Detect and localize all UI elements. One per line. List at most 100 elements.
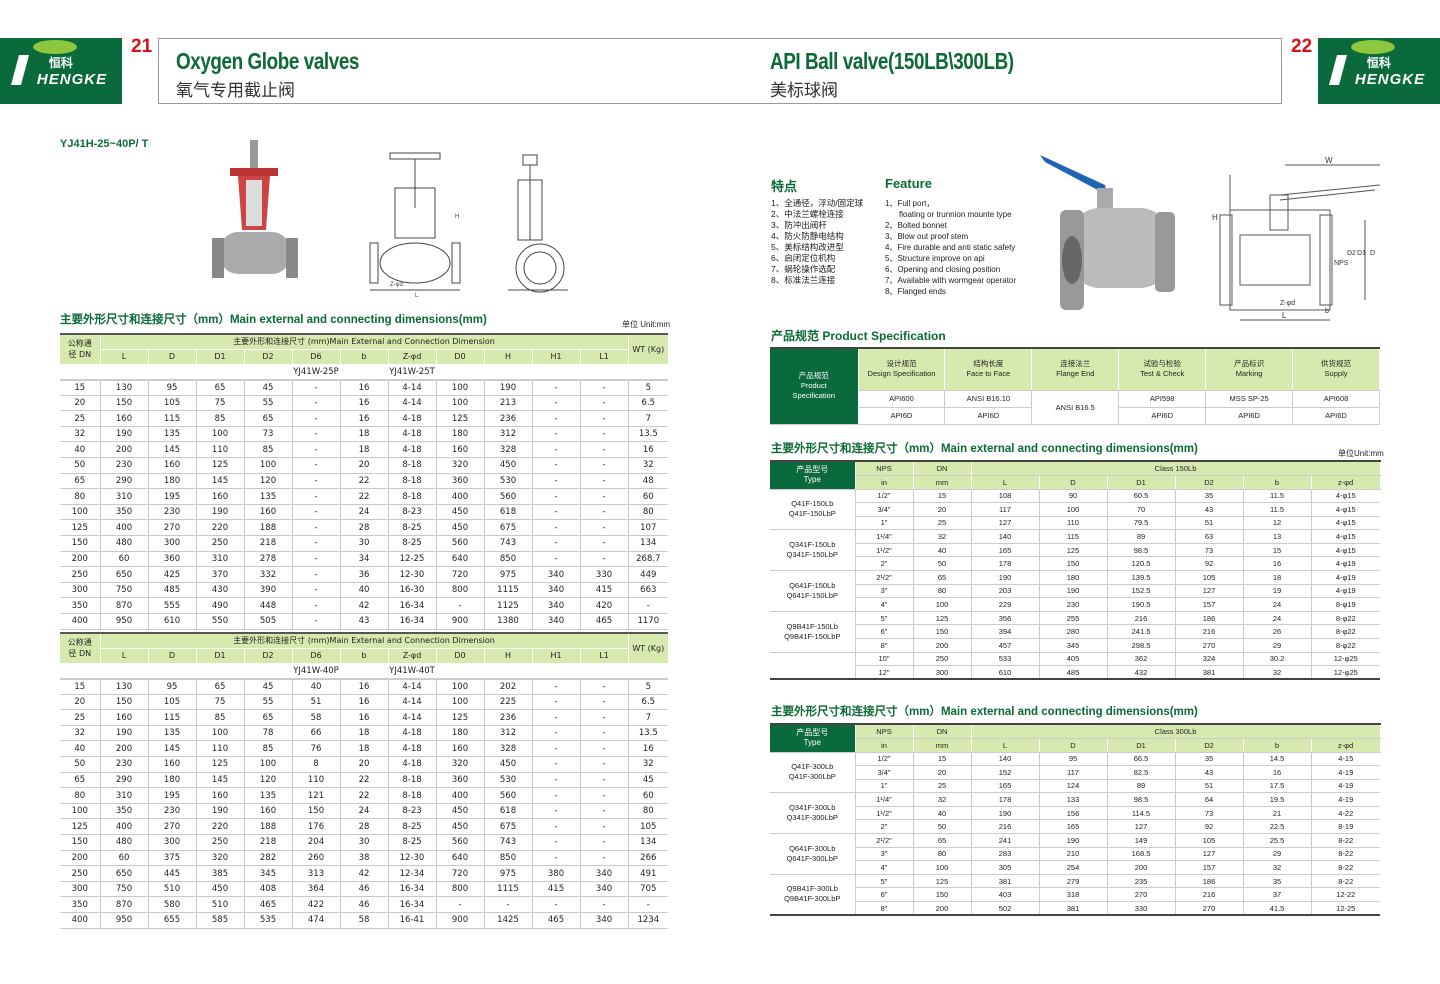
table-cell: 510 xyxy=(148,881,197,898)
table-cell: 95 xyxy=(148,678,197,695)
table-cell: 90 xyxy=(1039,489,1108,504)
spec-header-text: Flange End xyxy=(1056,369,1095,379)
table-cell: 16 xyxy=(340,709,389,726)
table-cell: 405 xyxy=(1039,652,1108,667)
table-cell: 98.5 xyxy=(1107,543,1176,558)
table-cell: 203 xyxy=(971,584,1040,599)
table-cell: 73 xyxy=(1175,543,1244,558)
table-cell: 125 xyxy=(196,756,245,773)
table-cell: 65 xyxy=(244,709,293,726)
table-cell: - xyxy=(580,850,629,867)
table-cell: 24 xyxy=(1243,597,1312,612)
ball-valve-photo xyxy=(1040,155,1175,310)
dimension-table-40: 公称通径 DN 主要外形和连接尺寸 (mm)Main External and C… xyxy=(60,632,669,929)
table-cell: 360 xyxy=(436,772,485,789)
page-title-left: Oxygen Globe valves xyxy=(176,48,360,74)
table-cell: 530 xyxy=(484,772,533,789)
table-cell: 415 xyxy=(580,582,629,599)
table-cell: 235 xyxy=(1107,874,1176,889)
table-cell: 305 xyxy=(971,860,1040,875)
header-col: z-φd xyxy=(1311,475,1381,490)
table-cell: 485 xyxy=(148,582,197,599)
feature-en-item: floating or trunnion mounte type xyxy=(899,210,1012,219)
type-name: Q641F-300Lb xyxy=(789,843,836,853)
table-cell: 160 xyxy=(148,756,197,773)
header-nps: NPS xyxy=(855,724,914,739)
table-cell: 8-19 xyxy=(1311,819,1381,835)
table-cell: - xyxy=(580,395,629,412)
table-cell: 51 xyxy=(1175,516,1244,531)
header-col: L xyxy=(100,349,149,365)
table-cell: 40 xyxy=(60,740,101,758)
table-cell: - xyxy=(292,426,341,443)
table-cell: 108 xyxy=(971,489,1040,504)
table-cell: 41.5 xyxy=(1243,901,1312,916)
table-cell: 19.5 xyxy=(1243,792,1312,807)
table-cell: - xyxy=(580,551,629,568)
table-cell: 220 xyxy=(196,818,245,836)
table-cell: 4-φ15 xyxy=(1311,543,1381,558)
header-group: 主要外形和连接尺寸 (mm)Main External and Connecti… xyxy=(100,633,629,649)
table-row: 1" 25 127 110 79.5 51 12 4-φ15 xyxy=(770,516,1381,531)
table-cell: 385 xyxy=(196,865,245,882)
table-cell: 4-14 xyxy=(388,694,437,711)
table-cell: 870 xyxy=(100,597,149,614)
table-cell: 300 xyxy=(60,881,101,898)
header-col: Z-φd xyxy=(388,648,437,664)
type-name: Q341F-150LbP xyxy=(786,550,838,560)
table-cell: 188 xyxy=(244,818,293,836)
table-cell: 340 xyxy=(532,597,581,614)
table-cell: 340 xyxy=(532,582,581,599)
table-cell: 22.5 xyxy=(1243,819,1312,835)
table-cell: 100 xyxy=(436,678,485,695)
table-row: 250 650 425 370 332-36 12-30 720 975 340 330 449 xyxy=(60,566,669,583)
table-cell: 125 xyxy=(196,457,245,474)
table-cell: 150 xyxy=(100,395,149,412)
table-cell: 65 xyxy=(913,570,972,585)
table-cell: 32 xyxy=(60,426,101,443)
table-cell: 394 xyxy=(971,624,1040,640)
table-cell: 160 xyxy=(436,441,485,459)
table-cell: - xyxy=(580,709,629,726)
table-cell: 8-φ22 xyxy=(1311,624,1381,640)
table-row: 6" 150 394 280 241.5 216 26 8-φ22 xyxy=(770,624,1381,640)
table-cell: 330 xyxy=(580,566,629,583)
table-cell: 24 xyxy=(340,803,389,820)
table-cell: 3/4" xyxy=(855,765,914,780)
table-cell: 80 xyxy=(913,847,972,862)
table-cell: 432 xyxy=(1107,665,1176,680)
table-row: Q641F-300Lb Q641F-300LbP 2¹/2" 65 241 190 149 1… xyxy=(770,833,1381,875)
table-cell: 28 xyxy=(340,519,389,537)
table-row: 4" 100 305 254 200 157 32 8-22 xyxy=(770,860,1381,875)
table-cell: 2" xyxy=(855,556,914,572)
header-col: D2 xyxy=(244,349,293,365)
table-cell: 360 xyxy=(148,551,197,568)
type-cell: Q9B41F-150Lb Q9B41F-150LbP xyxy=(770,611,856,653)
table-cell: 20 xyxy=(913,765,972,780)
table-cell: 40 xyxy=(340,582,389,599)
table-cell: 400 xyxy=(436,488,485,505)
table-row: Q9B41F-150Lb Q9B41F-150LbP 5" 125 356 255 216 1… xyxy=(770,611,1381,653)
table-cell: 16-34 xyxy=(388,613,437,630)
feature-en-item: 1、Full port， xyxy=(885,199,935,208)
table-cell: 448 xyxy=(244,597,293,614)
table-row: 40 200 145 110 85-18 4-18 160 328- -16 xyxy=(60,441,669,459)
table-cell: 2¹/2" xyxy=(855,833,914,848)
table-cell: 216 xyxy=(1175,887,1244,903)
table-cell: 190 xyxy=(1039,833,1108,848)
table-cell: 236 xyxy=(484,709,533,726)
spec-header: 试验与检验 Test & Check xyxy=(1118,348,1207,391)
table-cell: 55 xyxy=(244,694,293,711)
table-cell: 270 xyxy=(148,818,197,836)
table-row: 300 750 485 430 390-40 16-30 800 1115 340 415 663 xyxy=(60,582,669,599)
table-cell: 300 xyxy=(913,665,972,680)
table-cell: 422 xyxy=(292,896,341,913)
table-cell: - xyxy=(292,379,341,396)
table-cell: 950 xyxy=(100,912,149,929)
table-cell: 4-22 xyxy=(1311,806,1381,821)
type-cell: Q341F-150Lb Q341F-150LbP xyxy=(770,529,856,572)
table-cell: 7 xyxy=(628,709,669,726)
table-cell: 12-34 xyxy=(388,865,437,882)
table-cell: - xyxy=(292,504,341,521)
hengke-logo-left: 恒科 HENGKE xyxy=(0,38,122,104)
